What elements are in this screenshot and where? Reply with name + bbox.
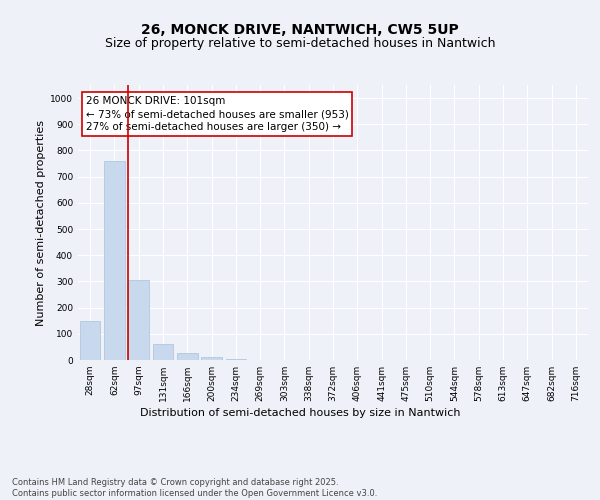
Text: Contains HM Land Registry data © Crown copyright and database right 2025.
Contai: Contains HM Land Registry data © Crown c… bbox=[12, 478, 377, 498]
Y-axis label: Number of semi-detached properties: Number of semi-detached properties bbox=[36, 120, 46, 326]
Bar bbox=[152, 344, 173, 360]
Text: 26 MONCK DRIVE: 101sqm
← 73% of semi-detached houses are smaller (953)
27% of se: 26 MONCK DRIVE: 101sqm ← 73% of semi-det… bbox=[86, 96, 349, 132]
Bar bbox=[201, 358, 222, 360]
Bar bbox=[80, 320, 100, 360]
Text: Size of property relative to semi-detached houses in Nantwich: Size of property relative to semi-detach… bbox=[105, 38, 495, 51]
Bar bbox=[177, 352, 197, 360]
Bar bbox=[128, 280, 149, 360]
Text: 26, MONCK DRIVE, NANTWICH, CW5 5UP: 26, MONCK DRIVE, NANTWICH, CW5 5UP bbox=[141, 22, 459, 36]
Text: Distribution of semi-detached houses by size in Nantwich: Distribution of semi-detached houses by … bbox=[140, 408, 460, 418]
Bar bbox=[226, 358, 246, 360]
Bar bbox=[104, 161, 125, 360]
